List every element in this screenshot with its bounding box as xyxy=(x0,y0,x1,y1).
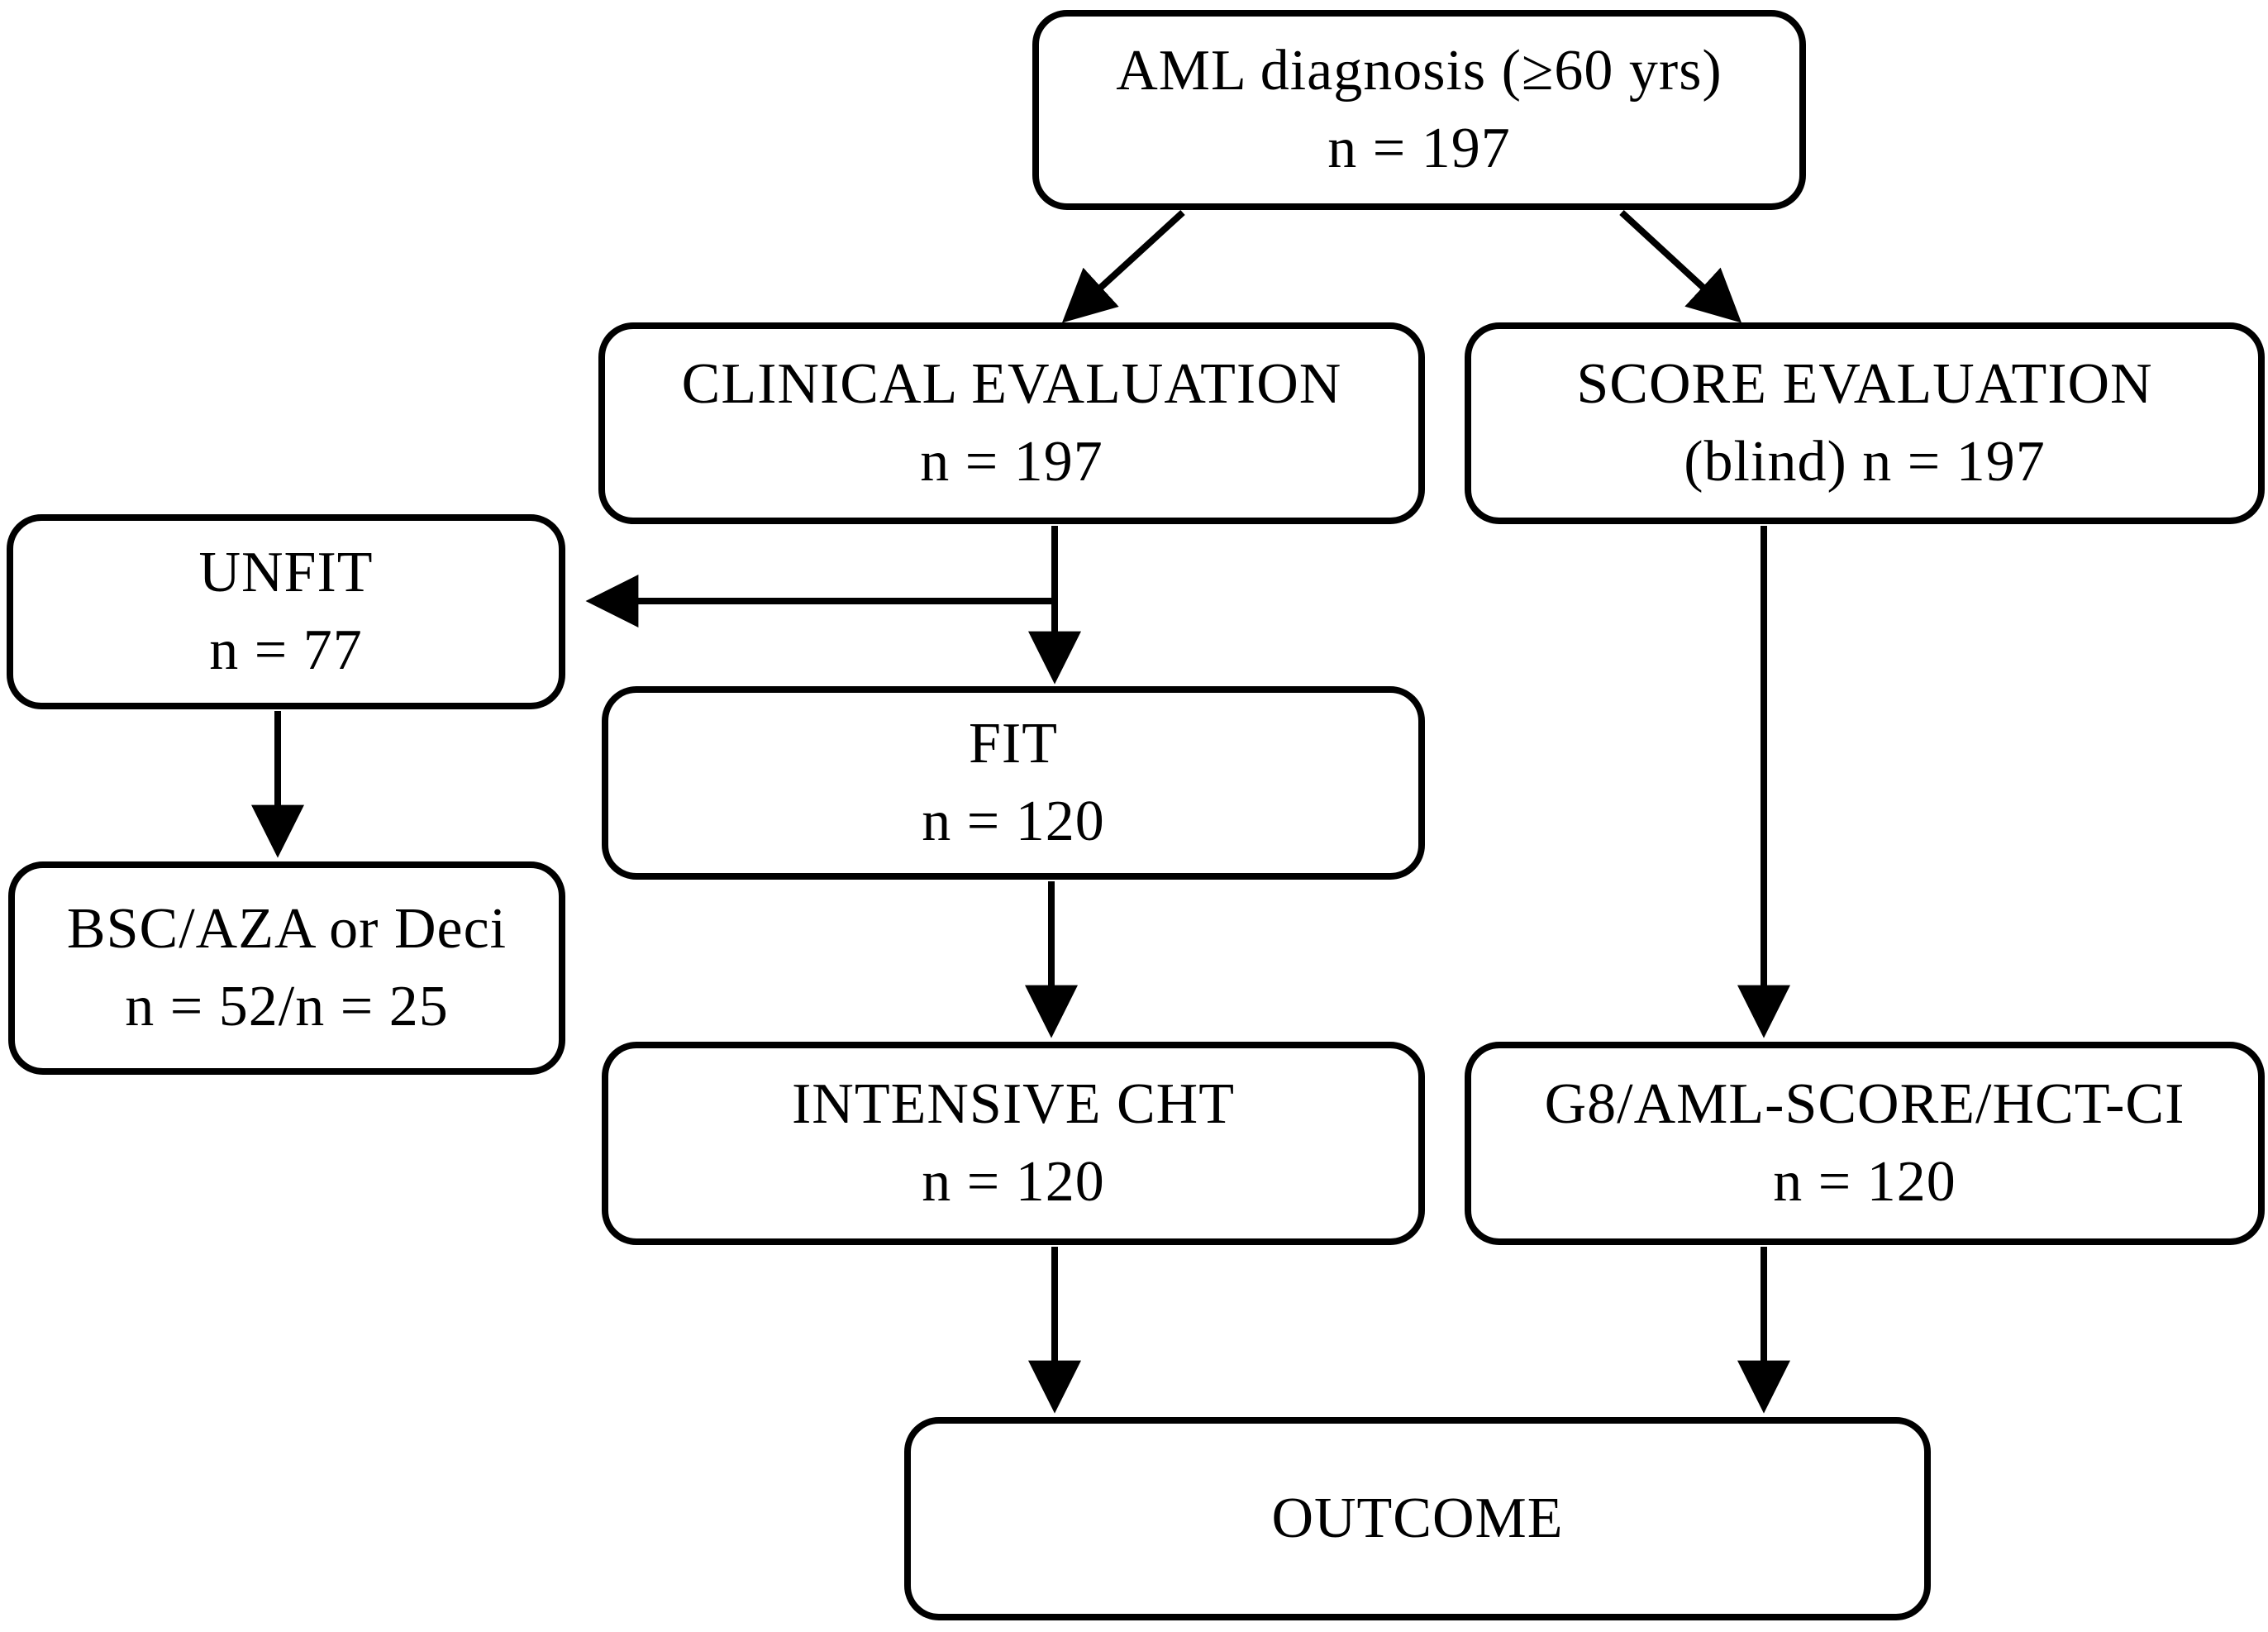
node-outcome: OUTCOME xyxy=(904,1417,1931,1620)
node-label-line1: G8/AML-SCORE/HCT-CI xyxy=(1544,1072,2185,1137)
node-label-line2: n = 120 xyxy=(1773,1150,1956,1214)
node-label-line1: CLINICAL EVALUATION xyxy=(681,352,1342,417)
edge-aml-to-clinical-arrow xyxy=(1061,210,1185,323)
node-label-line1: UNFIT xyxy=(198,541,374,605)
node-score-evaluation: SCORE EVALUATION (blind) n = 197 xyxy=(1465,322,2265,524)
node-label-line2: n = 77 xyxy=(209,618,363,682)
node-unfit: UNFIT n = 77 xyxy=(7,514,565,709)
node-label-line1: INTENSIVE CHT xyxy=(792,1072,1235,1137)
node-label-line2: (blind) n = 197 xyxy=(1684,430,2046,494)
node-g8-aml-score-hct-ci: G8/AML-SCORE/HCT-CI n = 120 xyxy=(1465,1042,2265,1245)
node-label-line2: n = 120 xyxy=(922,790,1105,853)
node-label-line2: n = 52/n = 25 xyxy=(125,975,449,1038)
node-label-line1: AML diagnosis (≥60 yrs) xyxy=(1116,39,1722,103)
node-aml-diagnosis: AML diagnosis (≥60 yrs) n = 197 xyxy=(1032,10,1806,210)
node-clinical-evaluation: CLINICAL EVALUATION n = 197 xyxy=(598,322,1425,524)
node-intensive-cht: INTENSIVE CHT n = 120 xyxy=(602,1042,1425,1245)
node-bsc-aza-deci: BSC/AZA or Deci n = 52/n = 25 xyxy=(8,861,565,1075)
node-label-line1: FIT xyxy=(969,712,1058,776)
node-label-line2: n = 120 xyxy=(922,1150,1105,1214)
node-label-line1: BSC/AZA or Deci xyxy=(66,897,507,962)
node-label-line2: n = 197 xyxy=(920,430,1103,494)
node-label-line2: n = 197 xyxy=(1327,117,1511,180)
node-label-line1: SCORE EVALUATION xyxy=(1576,352,2153,417)
node-fit: FIT n = 120 xyxy=(602,686,1425,880)
edge-aml-to-score-arrow xyxy=(1619,210,1742,323)
node-label-line1: OUTCOME xyxy=(1271,1486,1564,1551)
